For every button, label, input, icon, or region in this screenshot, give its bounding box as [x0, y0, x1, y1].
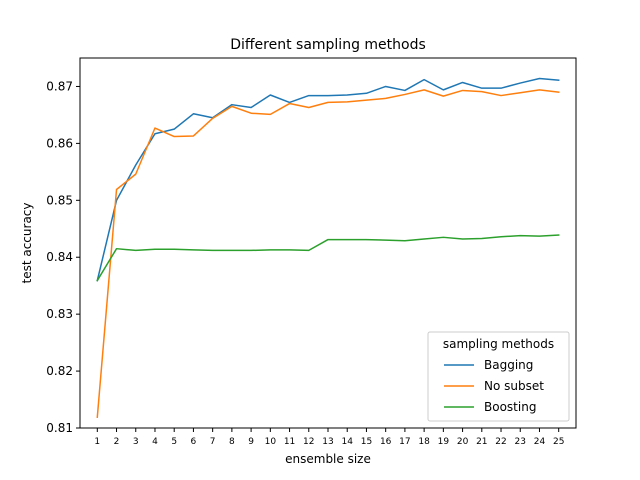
y-axis-title: test accuracy	[20, 203, 34, 284]
x-tick-label: 4	[152, 437, 158, 447]
x-tick-label: 14	[341, 437, 353, 447]
legend-entry: Bagging	[484, 358, 533, 372]
x-tick-label: 2	[114, 437, 120, 447]
x-tick-label: 16	[380, 437, 392, 447]
chart-title: Different sampling methods	[230, 37, 426, 53]
x-tick-label: 24	[534, 437, 546, 447]
x-tick-label: 8	[229, 437, 235, 447]
x-tick-label: 6	[191, 437, 197, 447]
x-tick-label: 10	[265, 437, 277, 447]
x-tick-label: 17	[399, 437, 410, 447]
x-tick-label: 15	[361, 437, 372, 447]
x-tick-label: 20	[457, 437, 469, 447]
x-tick-label: 18	[418, 437, 430, 447]
x-tick-label: 11	[284, 437, 295, 447]
y-tick-label: 0.82	[46, 364, 73, 378]
y-axis: 0.81 0.82 0.83 0.84 0.85 0.86 0.87	[46, 79, 80, 435]
x-tick-label: 23	[515, 437, 526, 447]
legend: sampling methods Bagging No subset Boostin…	[427, 331, 570, 422]
legend-entry: Boosting	[484, 400, 536, 414]
x-tick-label: 13	[322, 437, 333, 447]
x-tick-label: 21	[476, 437, 487, 447]
plot-lines	[96, 77, 560, 418]
y-tick-label: 0.81	[46, 421, 73, 435]
x-tick-label: 1	[94, 437, 100, 447]
x-axis-title: ensemble size	[285, 452, 371, 466]
legend-title: sampling methods	[443, 337, 554, 351]
legend-frame	[427, 331, 570, 422]
x-tick-label: 12	[303, 437, 314, 447]
y-tick-label: 0.86	[46, 136, 73, 150]
series-line-bagging	[96, 77, 560, 282]
y-tick-label: 0.83	[46, 307, 73, 321]
legend-entry: No subset	[484, 379, 544, 393]
series-line-boosting	[96, 234, 560, 282]
x-tick-label: 7	[210, 437, 216, 447]
x-tick-label: 25	[553, 437, 564, 447]
x-tick-label: 9	[248, 437, 254, 447]
x-tick-label: 19	[438, 437, 450, 447]
x-tick-label: 22	[495, 437, 506, 447]
y-tick-label: 0.87	[46, 79, 73, 93]
x-tick-label: 5	[171, 437, 177, 447]
y-tick-label: 0.85	[46, 193, 73, 207]
x-tick-label: 3	[133, 437, 139, 447]
series-line-no-subset	[96, 89, 560, 418]
y-tick-label: 0.84	[46, 250, 73, 264]
x-axis: 1 2 3 4 5 6 7 8 9 10 11 12 13 14 15 16 17 18 19 20 21 22 23 24 2…	[94, 428, 564, 447]
